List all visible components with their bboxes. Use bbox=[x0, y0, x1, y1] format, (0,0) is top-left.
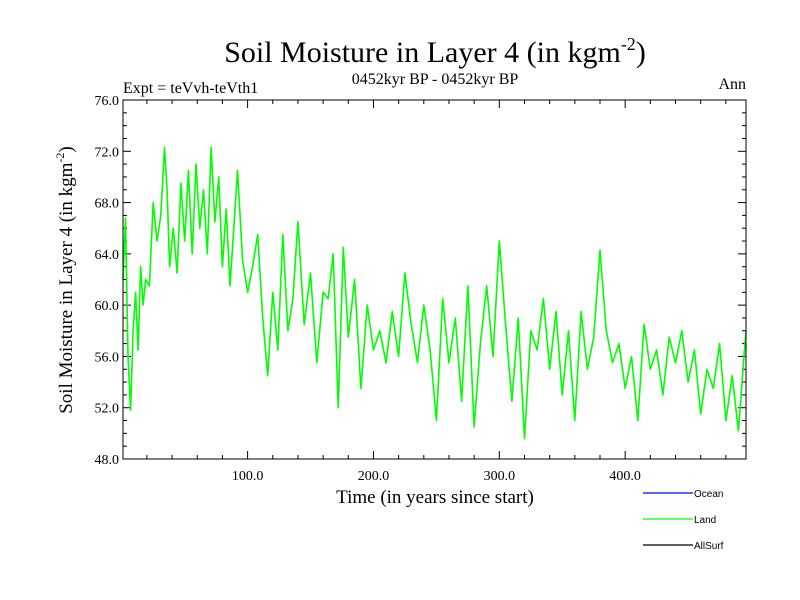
x-tick-label: 200.0 bbox=[358, 469, 390, 484]
y-axis-title-main: Soil Moisture in Layer 4 (in kgm bbox=[56, 162, 77, 413]
season-label: Ann bbox=[718, 76, 746, 93]
chart-title: Soil Moisture in Layer 4 (in kgm-2) bbox=[224, 34, 646, 69]
y-tick-label: 48.0 bbox=[95, 453, 120, 468]
x-tick-label: 300.0 bbox=[484, 469, 516, 484]
legend-label-ocean: Ocean bbox=[694, 489, 723, 500]
y-axis-title-suffix: ) bbox=[56, 146, 77, 152]
axis-ticks: 48.0 52.0 56.0 60.0 64.0 68.0 72.0 76.0 100.0 200… bbox=[95, 94, 746, 484]
y-tick-label: 76.0 bbox=[95, 94, 120, 109]
series-lines bbox=[122, 146, 747, 440]
chart-title-superscript: -2 bbox=[621, 34, 636, 54]
legend-label-land: Land bbox=[694, 515, 716, 526]
y-axis-title-superscript: -2 bbox=[53, 153, 67, 163]
x-tick-label: 100.0 bbox=[232, 469, 264, 484]
x-axis-title: Time (in years since start) bbox=[336, 487, 534, 508]
y-tick-label: 72.0 bbox=[95, 145, 120, 160]
y-tick-label: 56.0 bbox=[95, 350, 120, 365]
legend-label-allsurf: AllSurf bbox=[694, 541, 724, 552]
legend: Ocean Land AllSurf bbox=[643, 489, 724, 552]
y-tick-label: 60.0 bbox=[95, 299, 120, 314]
chart-title-suffix: ) bbox=[636, 36, 646, 69]
plot-frame bbox=[122, 99, 747, 460]
experiment-label: Expt = teVvh-teVth1 bbox=[123, 80, 258, 97]
y-tick-label: 52.0 bbox=[95, 402, 120, 417]
y-tick-label: 64.0 bbox=[95, 248, 120, 263]
y-axis-title: Soil Moisture in Layer 4 (in kgm-2) bbox=[53, 146, 77, 414]
x-tick-label: 400.0 bbox=[609, 469, 641, 484]
chart-title-main: Soil Moisture in Layer 4 (in kgm bbox=[224, 36, 621, 69]
y-tick-label: 68.0 bbox=[95, 197, 120, 212]
chart-subtitle: 0452kyr BP - 0452kyr BP bbox=[352, 71, 519, 88]
series-line-land bbox=[122, 146, 747, 440]
